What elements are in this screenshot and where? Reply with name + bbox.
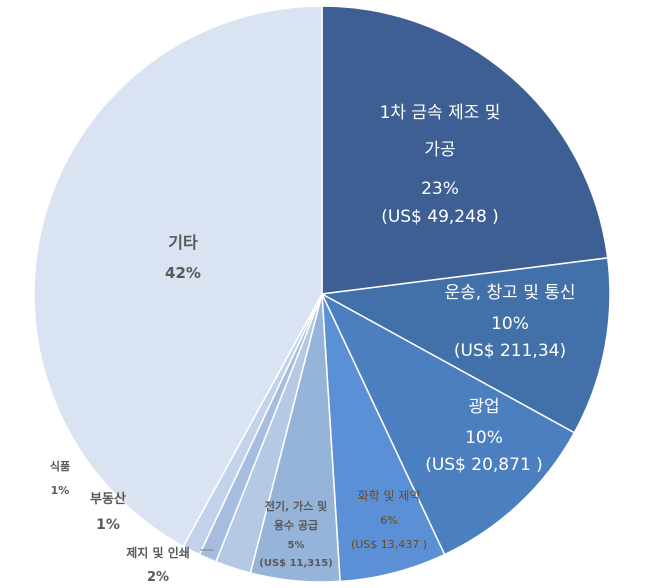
label-electricity-gas-water-name: 전기, 가스 및 bbox=[265, 499, 327, 513]
label-transport-storage-communication: 운송, 창고 및 통신 10% (US$ 211,34) bbox=[444, 283, 575, 361]
label-chemicals-pharma-amount: (US$ 13,437 ) bbox=[351, 538, 427, 551]
label-food-name: 식품 bbox=[50, 459, 70, 473]
label-food: 식품 1% bbox=[50, 459, 70, 497]
label-chemicals-pharma-percent: 6% bbox=[380, 514, 397, 527]
label-other-name: 기타 bbox=[168, 233, 198, 252]
label-real-estate-percent: 1% bbox=[96, 517, 120, 533]
label-food-percent: 1% bbox=[51, 484, 70, 497]
label-electricity-gas-water: 전기, 가스 및용수 공급 5% (US$ 11,315) bbox=[259, 499, 333, 569]
label-chemicals-pharma-name: 화학 및 제약 bbox=[358, 488, 421, 503]
slice-other bbox=[33, 5, 323, 548]
label-mining: 광업 10% (US$ 20,871 ) bbox=[425, 397, 543, 475]
label-real-estate-name: 부동산 bbox=[90, 491, 126, 507]
label-mining-amount: (US$ 20,871 ) bbox=[425, 455, 543, 475]
label-mining-percent: 10% bbox=[465, 428, 503, 448]
label-transport-storage-communication-name: 운송, 창고 및 통신 bbox=[444, 283, 575, 303]
label-other: 기타 42% bbox=[165, 233, 201, 282]
label-real-estate: 부동산 1% bbox=[90, 491, 126, 533]
label-mining-name: 광업 bbox=[468, 397, 499, 417]
label-electricity-gas-water-amount: (US$ 11,315) bbox=[259, 558, 333, 569]
label-transport-storage-communication-amount: (US$ 211,34) bbox=[454, 341, 566, 361]
label-paper-printing: 제지 및 인쇄 2% bbox=[126, 545, 190, 585]
label-primary-metals-percent: 23% bbox=[421, 179, 459, 199]
label-paper-printing-percent: 2% bbox=[147, 570, 169, 585]
label-transport-storage-communication-percent: 10% bbox=[491, 314, 529, 334]
pie-labels: 1차 금속 제조 및가공 23% (US$ 49,248 ) 운송, 창고 및 통신 1… bbox=[50, 103, 576, 585]
label-primary-metals: 1차 금속 제조 및가공 23% (US$ 49,248 ) bbox=[380, 103, 501, 227]
label-electricity-gas-water-percent: 5% bbox=[288, 540, 305, 551]
label-primary-metals-name: 1차 금속 제조 및 bbox=[380, 103, 501, 123]
slice-transport-storage-communication bbox=[319, 257, 611, 434]
pie-slices bbox=[33, 5, 611, 583]
label-primary-metals-name: 가공 bbox=[424, 140, 455, 160]
label-electricity-gas-water-name: 용수 공급 bbox=[274, 519, 318, 532]
slice-primary-metals bbox=[321, 5, 609, 295]
label-chemicals-pharma: 화학 및 제약 6% (US$ 13,437 ) bbox=[351, 488, 427, 551]
label-primary-metals-amount: (US$ 49,248 ) bbox=[381, 207, 499, 227]
label-other-percent: 42% bbox=[165, 264, 201, 282]
label-paper-printing-name: 제지 및 인쇄 bbox=[126, 545, 190, 560]
slice-mining bbox=[320, 292, 576, 556]
